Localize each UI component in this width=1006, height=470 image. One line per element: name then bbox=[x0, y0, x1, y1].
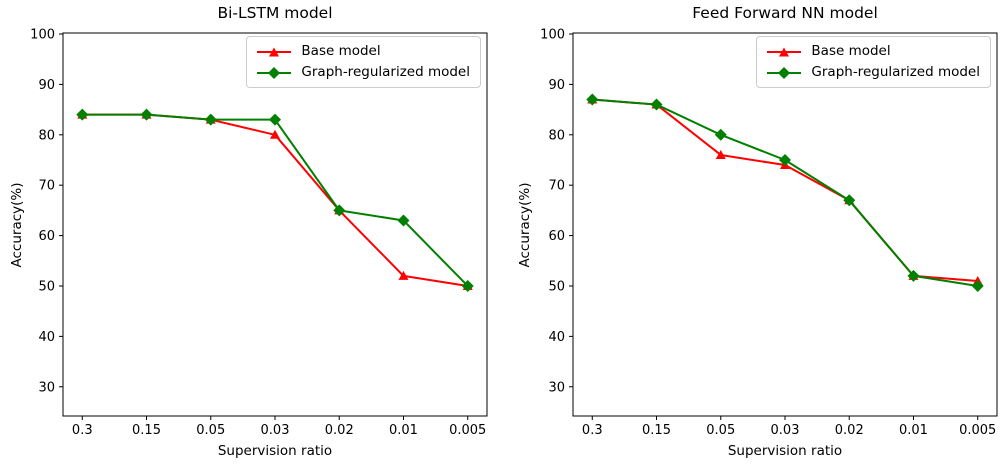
svg-text:0.15: 0.15 bbox=[132, 423, 161, 438]
bilstm-x-axis-label: Supervision ratio bbox=[217, 443, 333, 459]
svg-text:60: 60 bbox=[38, 229, 55, 244]
svg-text:0.05: 0.05 bbox=[706, 423, 735, 438]
ffnn-legend: Base model Graph-regularized model bbox=[756, 36, 991, 88]
bilstm-plot-title: Bi-LSTM model bbox=[217, 4, 333, 22]
bilstm-y-axis-label: Accuracy(%) bbox=[9, 182, 25, 268]
svg-text:60: 60 bbox=[548, 229, 565, 244]
svg-text:0.03: 0.03 bbox=[261, 423, 290, 438]
svg-text:0.02: 0.02 bbox=[325, 423, 354, 438]
legend-item-base-model: Base model bbox=[256, 44, 470, 59]
svg-text:80: 80 bbox=[38, 128, 55, 143]
legend-item-graph-regularized-model: Graph-regularized model bbox=[256, 65, 470, 80]
svg-text:40: 40 bbox=[38, 330, 55, 345]
svg-text:30: 30 bbox=[548, 380, 565, 395]
green-diamond-line-icon bbox=[767, 66, 802, 79]
svg-text:40: 40 bbox=[548, 330, 565, 345]
red-triangle-line-icon bbox=[257, 47, 292, 56]
legend-label-graph-regularized-model: Graph-regularized model bbox=[811, 64, 980, 80]
subplot-bilstm: 30 40 50 60 70 80 90 100 0.3 0.15 0.05 0.03 0.02 0.01… bbox=[9, 4, 488, 459]
svg-text:0.05: 0.05 bbox=[196, 423, 225, 438]
svg-text:50: 50 bbox=[548, 279, 565, 294]
ffnn-plot-canvas: 30 40 50 60 70 80 90 100 0.3 0.15 0.05 0.03 0.02 0.01… bbox=[540, 28, 998, 438]
svg-text:0.01: 0.01 bbox=[389, 423, 418, 438]
legend-item-graph-regularized-model: Graph-regularized model bbox=[766, 65, 980, 80]
svg-text:30: 30 bbox=[38, 380, 55, 395]
legend-item-base-model: Base model bbox=[766, 44, 980, 59]
svg-text:70: 70 bbox=[548, 179, 565, 194]
svg-text:0.3: 0.3 bbox=[72, 423, 93, 438]
svg-text:0.02: 0.02 bbox=[835, 423, 864, 438]
red-triangle-line-icon bbox=[767, 47, 802, 56]
ffnn-x-axis-label: Supervision ratio bbox=[727, 443, 843, 459]
svg-text:0.005: 0.005 bbox=[449, 423, 486, 438]
bilstm-legend: Base model Graph-regularized model bbox=[246, 36, 481, 88]
svg-text:100: 100 bbox=[540, 28, 565, 43]
legend-label-base-model: Base model bbox=[301, 43, 381, 59]
svg-text:70: 70 bbox=[38, 179, 55, 194]
svg-text:90: 90 bbox=[548, 78, 565, 93]
green-diamond-line-icon bbox=[257, 66, 292, 79]
svg-text:0.3: 0.3 bbox=[582, 423, 603, 438]
legend-label-graph-regularized-model: Graph-regularized model bbox=[301, 64, 470, 80]
subplot-feed-forward-nn: 30 40 50 60 70 80 90 100 0.3 0.15 0.05 0.03 0.02 0.01… bbox=[503, 0, 1006, 470]
svg-text:0.15: 0.15 bbox=[642, 423, 671, 438]
svg-text:80: 80 bbox=[548, 128, 565, 143]
svg-text:0.01: 0.01 bbox=[899, 423, 928, 438]
svg-text:100: 100 bbox=[30, 28, 55, 43]
svg-text:0.005: 0.005 bbox=[959, 423, 996, 438]
legend-label-base-model: Base model bbox=[811, 43, 891, 59]
svg-text:50: 50 bbox=[38, 279, 55, 294]
ffnn-y-axis-label: Accuracy(%) bbox=[517, 182, 533, 268]
ffnn-plot-title: Feed Forward NN model bbox=[692, 4, 878, 22]
svg-text:90: 90 bbox=[38, 78, 55, 93]
svg-text:0.03: 0.03 bbox=[771, 423, 800, 438]
bilstm-plot-canvas: 30 40 50 60 70 80 90 100 0.3 0.15 0.05 0.03 0.02 0.01… bbox=[30, 28, 488, 438]
